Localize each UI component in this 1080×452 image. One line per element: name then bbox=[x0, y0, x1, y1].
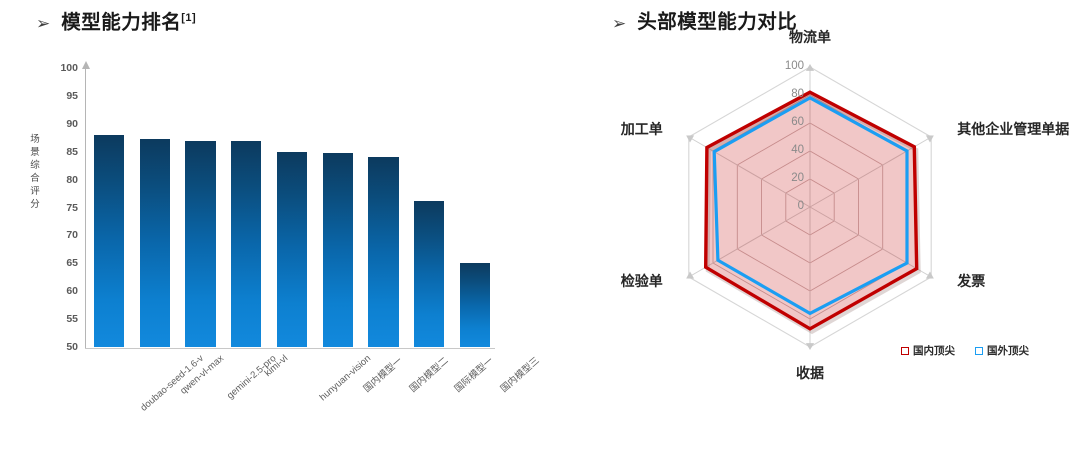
x-tick-label: 国内模型三 bbox=[498, 355, 542, 395]
bar-chart-plot-area bbox=[86, 68, 498, 347]
legend-item-1[interactable]: 国外顶尖 bbox=[975, 346, 1029, 357]
bar bbox=[139, 139, 170, 347]
radar-tick-label: 40 bbox=[791, 144, 804, 156]
radar-tick-label: 20 bbox=[791, 172, 804, 184]
y-tick-label: 95 bbox=[66, 89, 78, 102]
bar bbox=[185, 140, 216, 347]
capability-radar-chart: 0 20 40 60 80 100 物流单 其他企业管理单据 发票 收据 检验单 加工单 国内顶尖国… bbox=[580, 0, 1080, 447]
y-tick-label: 50 bbox=[66, 341, 78, 353]
radar-axis-label-2: 发票 bbox=[957, 273, 986, 289]
radar-axis-label-5: 加工单 bbox=[620, 121, 663, 137]
radar-svg bbox=[686, 64, 934, 350]
bar bbox=[460, 263, 491, 347]
radar-axis-label-3: 收据 bbox=[796, 365, 824, 381]
y-tick-label: 60 bbox=[66, 285, 78, 298]
y-tick-label: 70 bbox=[66, 229, 78, 242]
bar bbox=[368, 157, 399, 347]
y-tick-label: 65 bbox=[66, 257, 78, 270]
y-tick-label: 80 bbox=[66, 173, 78, 186]
bar bbox=[93, 134, 124, 347]
x-tick-label: 国内模型二 bbox=[407, 355, 451, 395]
bar bbox=[231, 140, 262, 347]
legend-swatch-icon bbox=[975, 347, 983, 356]
y-tick-label: 90 bbox=[66, 117, 78, 130]
y-tick-label: 55 bbox=[66, 313, 78, 326]
bar bbox=[276, 151, 308, 347]
radar-axis-label-4: 检验单 bbox=[620, 273, 663, 289]
left-heading-text: 模型能力排名[1] bbox=[61, 13, 196, 33]
legend-item-0[interactable]: 国内顶尖 bbox=[901, 346, 955, 357]
right-section-heading: ➢ 头部模型能力对比 bbox=[612, 11, 798, 34]
radar-axis-label-1: 其他企业管理单据 bbox=[957, 121, 1070, 137]
arrow-bullet-icon: ➢ bbox=[612, 14, 627, 34]
x-tick-label: 国际模型一 bbox=[452, 355, 497, 395]
left-section-heading: ➢ 模型能力排名[1] bbox=[36, 13, 196, 33]
bar-chart-y-axis-label: 场景综合评分 bbox=[30, 134, 40, 210]
radar-tick-label: 0 bbox=[797, 200, 804, 212]
left-heading-superscript: [1] bbox=[181, 12, 197, 24]
left-heading-title: 模型能力排名 bbox=[61, 11, 182, 34]
legend-label: 国内顶尖 bbox=[913, 345, 955, 357]
y-axis-line bbox=[85, 68, 86, 348]
legend-swatch-icon bbox=[901, 347, 909, 356]
radar-axis-label-0: 物流单 bbox=[789, 29, 831, 45]
y-tick-label: 75 bbox=[66, 201, 78, 214]
radar-tick-label: 60 bbox=[791, 116, 804, 128]
y-tick-label: 85 bbox=[66, 145, 78, 158]
y-tick-label: 100 bbox=[60, 62, 78, 74]
radar-chart-panel: ➢ 头部模型能力对比 0 20 40 60 80 100 物流单其他企业管理单据 发票收据 检… bbox=[580, 0, 1080, 447]
radar-tick-label: 100 bbox=[784, 60, 804, 72]
bar bbox=[414, 200, 445, 347]
arrow-bullet-icon: ➢ bbox=[36, 14, 51, 34]
radar-tick-label: 80 bbox=[791, 88, 804, 100]
x-axis-line bbox=[85, 348, 495, 349]
model-ranking-bar-chart: 场景综合评分 50 55 60 65 70 75 80 85 90 95 100 doubao-se… bbox=[30, 61, 542, 414]
y-axis-arrow-icon bbox=[81, 61, 90, 69]
right-heading-title: 头部模型能力对比 bbox=[637, 11, 798, 33]
bar bbox=[322, 152, 353, 347]
bar-chart-panel: ➢ 模型能力排名[1] 场景综合评分 50 55 60 65 70 75 80 85 90 95 1… bbox=[30, 13, 542, 414]
legend-label: 国外顶尖 bbox=[987, 345, 1029, 357]
radar-legend: 国内顶尖 国外顶尖 bbox=[901, 346, 1029, 357]
